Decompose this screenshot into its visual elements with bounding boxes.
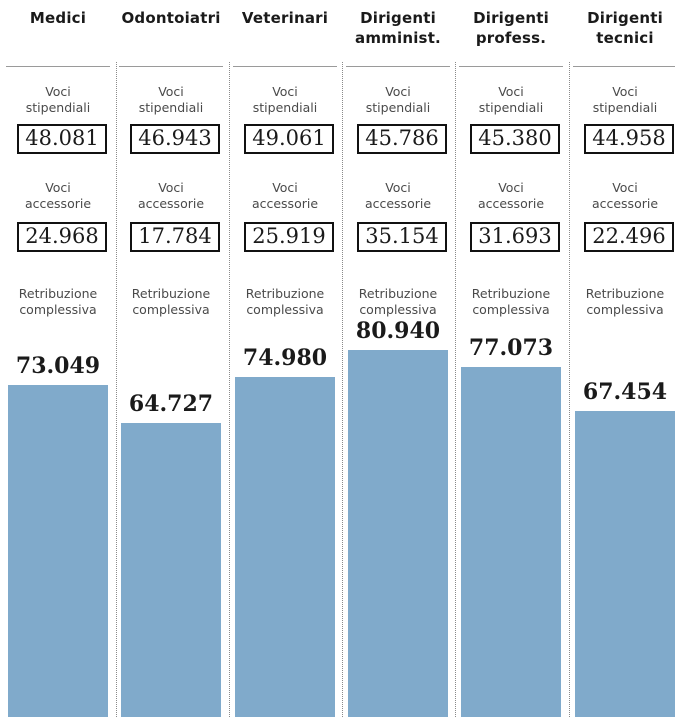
voci-accessorie-label: Voci accessorie — [24, 180, 92, 211]
voci-stipendiali-value: 46.943 — [130, 124, 220, 154]
voci-accessorie-value: 17.784 — [130, 222, 220, 252]
header-underline — [459, 66, 563, 67]
voci-stipendiali-value: 48.081 — [17, 124, 107, 154]
retribuzione-label: Retribuzione complessiva — [131, 286, 211, 317]
voci-accessorie-label: Voci accessorie — [364, 180, 432, 211]
voci-stipendiali-value: 49.061 — [244, 124, 334, 154]
category-title: Medici — [29, 9, 87, 27]
category-column: Dirigenti tecnici Voci stipendiali 44.958 V… — [575, 0, 675, 717]
category-column: Dirigenti profess. Voci stipendiali 45.380… — [461, 0, 561, 717]
voci-accessorie-label: Voci accessorie — [477, 180, 545, 211]
voci-stipendiali-label: Voci stipendiali — [138, 84, 204, 115]
bar — [8, 385, 108, 717]
voci-stipendiali-value: 45.786 — [357, 124, 447, 154]
category-title: Odontoiatri — [121, 9, 221, 27]
category-column: Medici Voci stipendiali 48.081 Voci accesso… — [8, 0, 108, 717]
category-column: Veterinari Voci stipendiali 49.061 Voci acc… — [235, 0, 335, 717]
voci-accessorie-label: Voci accessorie — [591, 180, 659, 211]
bar-value-label: 80.940 — [355, 318, 441, 344]
voci-stipendiali-label: Voci stipendiali — [592, 84, 658, 115]
retribuzione-label: Retribuzione complessiva — [585, 286, 665, 317]
column-divider — [229, 62, 230, 717]
bar-value-label: 77.073 — [468, 335, 554, 361]
category-title: Dirigenti amminist. — [355, 9, 441, 47]
bar — [121, 423, 221, 717]
column-divider — [569, 62, 570, 717]
retribuzione-label: Retribuzione complessiva — [245, 286, 325, 317]
header-underline — [233, 66, 337, 67]
retribuzione-label: Retribuzione complessiva — [18, 286, 98, 317]
bar — [575, 411, 675, 717]
voci-accessorie-value: 31.693 — [470, 222, 560, 252]
category-column: Dirigenti amminist. Voci stipendiali 45.78… — [348, 0, 448, 717]
bar — [461, 367, 561, 717]
voci-accessorie-label: Voci accessorie — [251, 180, 319, 211]
bar-value-label: 64.727 — [128, 391, 214, 417]
bar — [235, 377, 335, 717]
category-column: Odontoiatri Voci stipendiali 46.943 Voci ac… — [121, 0, 221, 717]
voci-accessorie-value: 24.968 — [17, 222, 107, 252]
header-underline — [346, 66, 450, 67]
voci-accessorie-label: Voci accessorie — [137, 180, 205, 211]
retribuzione-label: Retribuzione complessiva — [471, 286, 551, 317]
column-divider — [455, 62, 456, 717]
header-underline — [6, 66, 110, 67]
retribuzione-label: Retribuzione complessiva — [358, 286, 438, 317]
column-divider — [342, 62, 343, 717]
bar-value-label: 73.049 — [15, 353, 101, 379]
bar-value-label: 74.980 — [242, 345, 328, 371]
voci-stipendiali-label: Voci stipendiali — [365, 84, 431, 115]
category-title: Dirigenti profess. — [473, 9, 549, 47]
voci-stipendiali-label: Voci stipendiali — [252, 84, 318, 115]
voci-accessorie-value: 35.154 — [357, 222, 447, 252]
voci-stipendiali-value: 44.958 — [584, 124, 674, 154]
header-underline — [573, 66, 675, 67]
voci-stipendiali-label: Voci stipendiali — [478, 84, 544, 115]
voci-accessorie-value: 22.496 — [584, 222, 674, 252]
category-title: Veterinari — [241, 9, 329, 27]
column-divider — [116, 62, 117, 717]
voci-stipendiali-value: 45.380 — [470, 124, 560, 154]
voci-accessorie-value: 25.919 — [244, 222, 334, 252]
category-title: Dirigenti tecnici — [587, 9, 663, 47]
bar — [348, 350, 448, 717]
bar-value-label: 67.454 — [582, 379, 668, 405]
header-underline — [119, 66, 223, 67]
voci-stipendiali-label: Voci stipendiali — [25, 84, 91, 115]
